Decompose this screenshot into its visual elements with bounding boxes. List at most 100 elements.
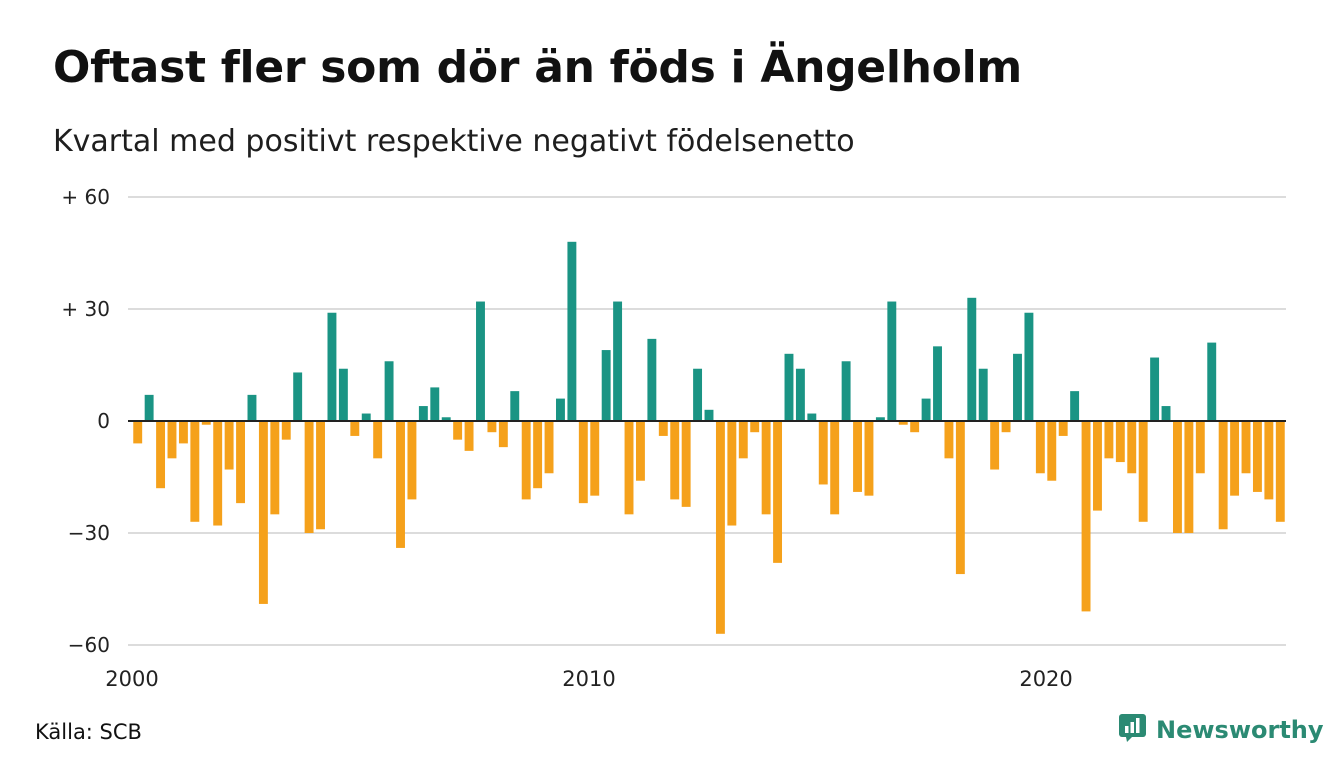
bar (1115, 421, 1125, 463)
bar (1241, 421, 1251, 474)
bar (1230, 421, 1240, 496)
bar (190, 421, 200, 522)
bar (601, 350, 611, 421)
bar (270, 421, 280, 515)
bar (635, 421, 645, 481)
bar (1104, 421, 1114, 459)
x-axis-labels: 2000 2010 2020 (105, 667, 1073, 691)
bar (1161, 406, 1171, 421)
bar (201, 421, 211, 425)
bar (681, 421, 691, 507)
bar (441, 417, 451, 421)
gridlines (128, 196, 1286, 646)
bar (407, 421, 417, 500)
brand-name: Newsworthy (1156, 716, 1324, 744)
bar-chart: + 60 + 30 0 −30 −60 2000 2010 2020 (61, 185, 1286, 691)
bar (1252, 421, 1262, 492)
bar (761, 421, 771, 515)
y-tick-label: + 30 (61, 297, 110, 321)
bar (281, 421, 291, 440)
bar (510, 391, 520, 421)
bar (430, 387, 440, 421)
bar (247, 394, 257, 421)
bar (533, 421, 543, 489)
bar (1195, 421, 1205, 474)
bars (133, 241, 1285, 634)
bar (167, 421, 177, 459)
bar (361, 413, 371, 421)
bar (293, 372, 303, 421)
bar (773, 421, 783, 563)
bar (658, 421, 668, 436)
bar (590, 421, 600, 496)
brand[interactable]: Newsworthy (1118, 713, 1324, 747)
bar (1070, 391, 1080, 421)
bar (224, 421, 234, 470)
bar (1138, 421, 1148, 522)
bar (864, 421, 874, 496)
bar (384, 361, 394, 421)
bar (1150, 357, 1160, 421)
bar (156, 421, 166, 489)
bar (1218, 421, 1228, 530)
bar (1047, 421, 1057, 481)
y-tick-label: 0 (97, 409, 110, 433)
bar (213, 421, 223, 526)
x-tick-label: 2000 (105, 667, 158, 691)
bar (556, 398, 565, 421)
newsworthy-logo-icon (1118, 713, 1148, 747)
bar (133, 421, 143, 444)
bar (316, 421, 325, 530)
bar (933, 346, 942, 421)
bar (875, 417, 885, 421)
bar (236, 421, 246, 504)
bar (1013, 353, 1022, 421)
chart-subtitle: Kvartal med positivt respektive negativt… (53, 124, 855, 159)
bar (795, 368, 805, 421)
y-tick-label: −60 (68, 633, 110, 657)
bar (830, 421, 840, 515)
bar (693, 368, 703, 421)
bar (567, 241, 577, 421)
bar (1024, 312, 1034, 421)
bar (487, 421, 497, 433)
chart-title: Oftast fler som dör än föds i Ängelholm (53, 42, 1022, 93)
x-tick-label: 2020 (1019, 667, 1072, 691)
bar (887, 301, 897, 421)
bar (1127, 421, 1137, 474)
bar (1264, 421, 1274, 500)
bar (944, 421, 954, 459)
bar (418, 406, 428, 421)
bar (955, 421, 965, 575)
bar (396, 421, 405, 548)
y-tick-label: + 60 (61, 185, 110, 209)
bar (990, 421, 1000, 470)
bar (544, 421, 554, 474)
bar (898, 421, 908, 425)
bar (704, 409, 714, 421)
bar (1035, 421, 1045, 474)
bar (144, 394, 154, 421)
y-axis-labels: + 60 + 30 0 −30 −60 (61, 185, 110, 657)
bar (910, 421, 920, 433)
bar (715, 421, 725, 634)
source-note: Källa: SCB (35, 720, 142, 744)
bar (178, 421, 188, 444)
bar (624, 421, 634, 515)
bar (784, 353, 794, 421)
bar (1081, 421, 1091, 612)
bar (453, 421, 463, 440)
bar (738, 421, 748, 459)
bar (1058, 421, 1068, 436)
bar (258, 421, 268, 604)
bar (476, 301, 485, 421)
bar (498, 421, 508, 448)
bar (521, 421, 531, 500)
bar (338, 368, 348, 421)
x-tick-label: 2010 (562, 667, 615, 691)
bar (373, 421, 383, 459)
bar (1207, 342, 1217, 421)
bar (1275, 421, 1285, 522)
bar (727, 421, 737, 526)
bar (578, 421, 588, 504)
